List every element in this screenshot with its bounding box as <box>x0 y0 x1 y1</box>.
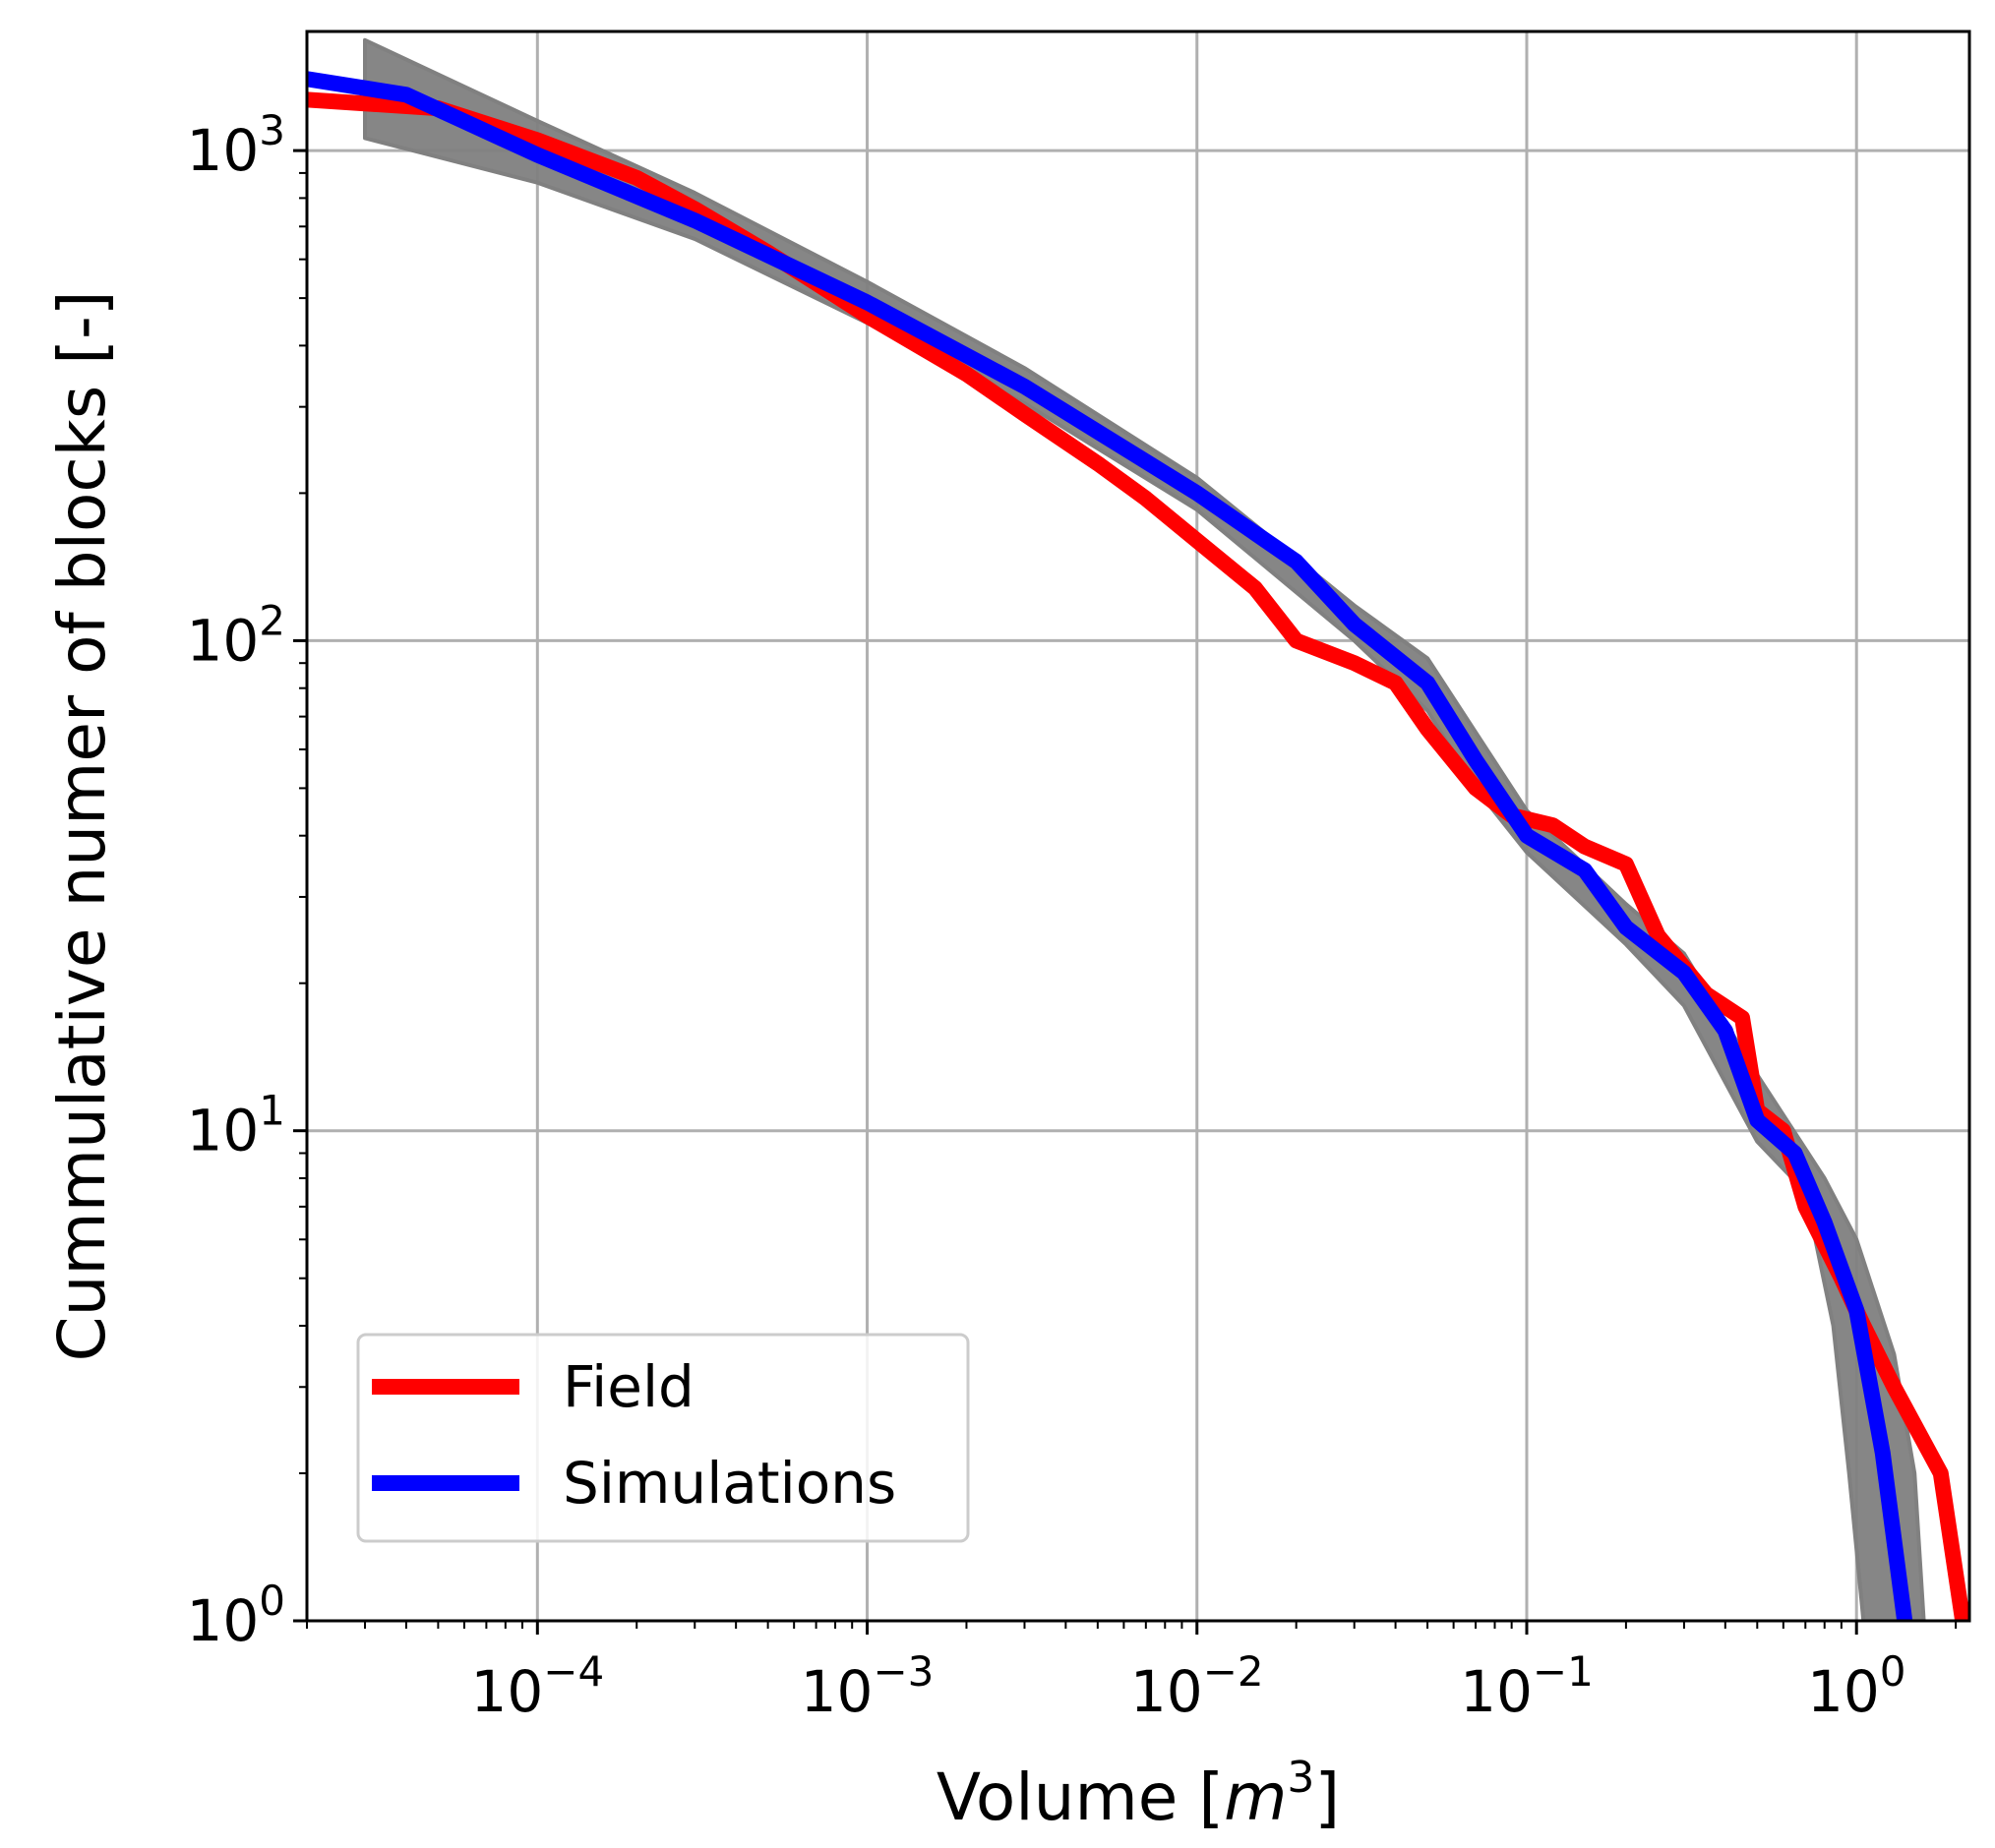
x-tick-label: 10−2 <box>1130 1647 1264 1725</box>
x-tick-label: 10−3 <box>801 1647 935 1725</box>
plot-area <box>307 37 1969 1621</box>
axis-ticks: 10−4 10−3 10−2 10−1 100 100 101 102 103 <box>186 106 1958 1725</box>
legend-field-label: Field <box>563 1353 695 1420</box>
y-tick-label: 101 <box>186 1087 285 1164</box>
x-axis-label-var: m <box>1224 1759 1287 1835</box>
legend: Field Simulations <box>356 1333 970 1543</box>
x-axis-label-exp: 3 <box>1287 1753 1314 1803</box>
y-axis-label: Cummulative numer of blocks [-] <box>44 290 120 1361</box>
x-tick-label: 10−1 <box>1460 1647 1594 1725</box>
x-tick-label: 10−4 <box>470 1647 604 1725</box>
x-tick-label: 100 <box>1807 1647 1906 1725</box>
plot-frame <box>305 30 1971 1623</box>
x-axis-label-end: ] <box>1314 1759 1340 1835</box>
simulations-line <box>307 71 1913 1621</box>
x-axis-label-base: Volume [ <box>937 1759 1224 1835</box>
simulation-runs-band <box>363 37 1926 1621</box>
y-tick-label: 100 <box>186 1577 285 1654</box>
y-tick-label: 103 <box>186 106 285 184</box>
y-tick-label: 102 <box>186 596 285 674</box>
x-axis-label: Volume [m3] <box>937 1753 1340 1835</box>
legend-simulations-label: Simulations <box>563 1450 896 1517</box>
